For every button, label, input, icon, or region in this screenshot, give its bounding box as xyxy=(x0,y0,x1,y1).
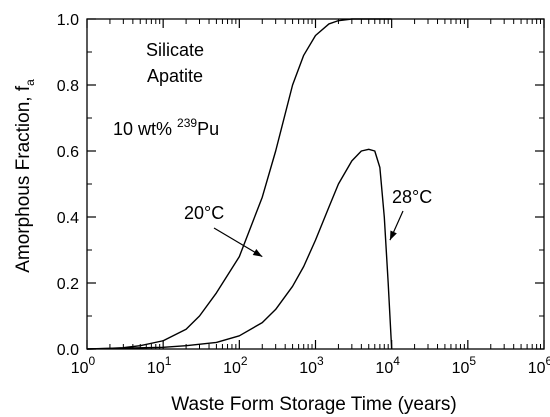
plot-frame xyxy=(86,18,545,350)
x-tick-label: 104 xyxy=(375,354,400,377)
x-tick-label-base: 10 xyxy=(528,360,546,377)
x-tick-label-base: 10 xyxy=(299,360,317,377)
y-tick-label: 1.0 xyxy=(57,12,79,29)
series-line-28c xyxy=(86,148,393,350)
x-tick-label: 100 xyxy=(71,354,96,377)
y-axis-label-subscript: a xyxy=(23,79,37,86)
y-tick-label: 0.0 xyxy=(57,342,79,359)
material-label-line2: Apatite xyxy=(147,66,203,86)
x-tick-label: 102 xyxy=(223,354,248,377)
x-tick-label-exponent: 2 xyxy=(241,354,248,368)
y-tick-label: 0.8 xyxy=(57,78,79,95)
series-label-20c: 20°C xyxy=(184,203,224,223)
series-line-20c xyxy=(86,18,392,350)
x-tick-label-base: 10 xyxy=(223,360,241,377)
arrowhead-20c xyxy=(252,249,263,257)
y-axis-label: Amorphous Fraction, fa xyxy=(13,79,37,273)
x-tick-label: 105 xyxy=(452,354,477,377)
x-axis-label: Waste Form Storage Time (years) xyxy=(171,394,456,415)
x-tick-label-exponent: 5 xyxy=(469,354,476,368)
x-tick-label-base: 10 xyxy=(147,360,165,377)
series-layer xyxy=(86,18,393,350)
material-label-line1: Silicate xyxy=(146,40,204,60)
x-tick-label-base: 10 xyxy=(71,360,89,377)
dose-isotope-mass: 239 xyxy=(177,116,197,130)
x-tick-label-exponent: 3 xyxy=(317,354,324,368)
x-tick-label-base: 10 xyxy=(375,360,393,377)
series-label-28c: 28°C xyxy=(392,187,432,207)
x-tick-label: 106 xyxy=(528,354,550,377)
arrowhead-28c xyxy=(389,230,397,241)
x-tick-label-exponent: 4 xyxy=(393,354,400,368)
dose-prefix: 10 wt% xyxy=(113,119,177,139)
dose-element: Pu xyxy=(197,119,219,139)
x-tick-label-exponent: 1 xyxy=(165,354,172,368)
y-axis-label-main: Amorphous Fraction, f xyxy=(13,85,34,273)
x-tick-label-exponent: 0 xyxy=(89,354,96,368)
y-tick-label: 0.6 xyxy=(57,144,79,161)
y-tick-label: 0.4 xyxy=(57,210,79,227)
x-tick-label-base: 10 xyxy=(452,360,470,377)
dose-label: 10 wt% 239Pu xyxy=(113,116,219,139)
y-tick-label: 0.2 xyxy=(57,276,79,293)
arrow-20c xyxy=(213,227,263,258)
x-tick-label-exponent: 6 xyxy=(546,354,550,368)
x-tick-label: 101 xyxy=(147,354,172,377)
x-tick-label: 103 xyxy=(299,354,324,377)
